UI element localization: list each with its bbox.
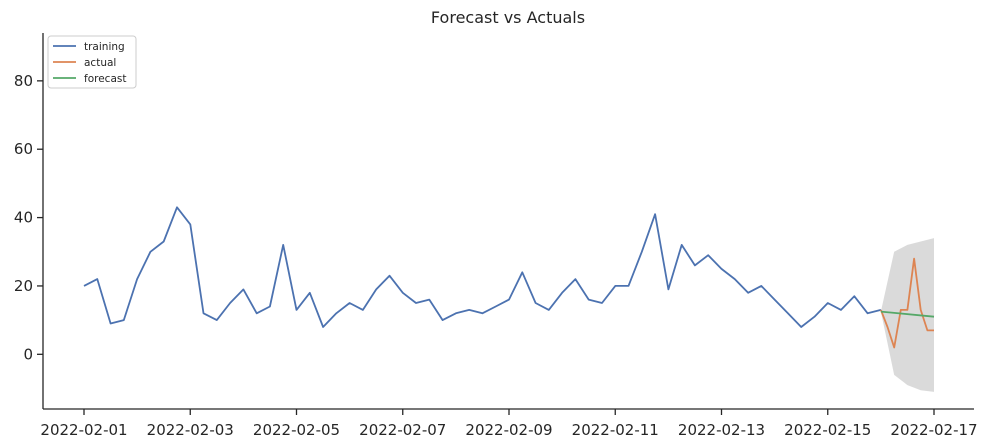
x-tick-label: 2022-02-07 xyxy=(359,421,446,439)
series-layer xyxy=(83,206,935,349)
y-tick-label: 20 xyxy=(14,277,33,295)
series-line-actual xyxy=(880,257,934,349)
legend-box xyxy=(47,35,137,89)
x-tick-label: 2022-02-03 xyxy=(147,421,234,439)
x-tick-label: 2022-02-09 xyxy=(465,421,552,439)
x-tick-label: 2022-02-11 xyxy=(572,421,659,439)
series-line-training xyxy=(83,206,882,328)
chart-legend: training actual forecast xyxy=(47,35,137,89)
legend-label-actual: actual xyxy=(84,57,116,69)
x-tick-label: 2022-02-01 xyxy=(40,421,127,439)
y-tick-label: 60 xyxy=(14,140,33,158)
y-tick-label: 80 xyxy=(14,72,33,90)
series-line-forecast xyxy=(880,310,935,318)
legend-label-forecast: forecast xyxy=(84,73,126,85)
chart-title: Forecast vs Actuals xyxy=(431,8,585,27)
x-tick-label: 2022-02-13 xyxy=(678,421,765,439)
x-tick-label: 2022-02-05 xyxy=(253,421,340,439)
legend-label-training: training xyxy=(84,41,125,53)
y-tick-label: 40 xyxy=(14,209,33,227)
x-tick-label: 2022-02-17 xyxy=(890,421,977,439)
x-tick-label: 2022-02-15 xyxy=(784,421,871,439)
axes-layer: 0 20 40 60 80 2022-02-01 2022-02-03 2022-02-05 2… xyxy=(14,33,978,439)
y-tick-label: 0 xyxy=(23,345,33,363)
